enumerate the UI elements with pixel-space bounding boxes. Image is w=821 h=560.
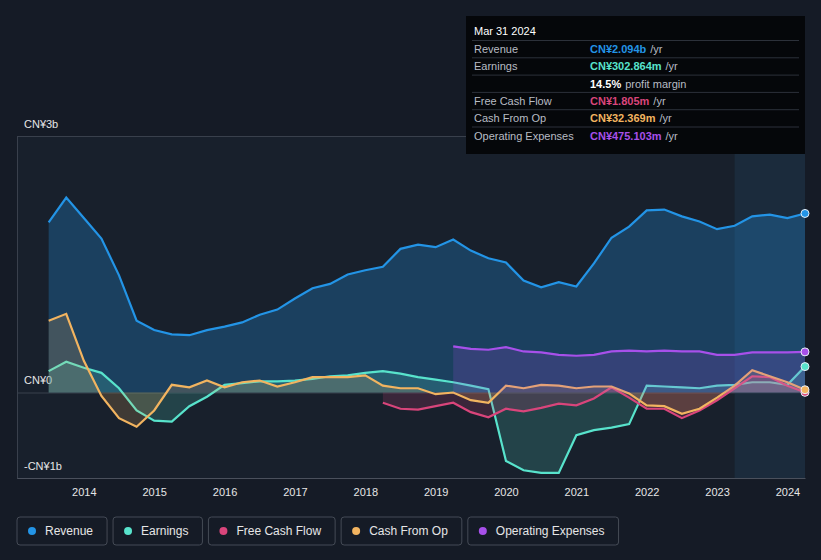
- end-point: [801, 386, 809, 394]
- tooltip-value: CN¥32.369m: [590, 112, 656, 124]
- tooltip-value: CN¥2.094b: [590, 43, 647, 55]
- x-tick: 2014: [72, 478, 96, 498]
- tooltip-label: Operating Expenses: [474, 130, 574, 142]
- x-tick-label: 2015: [142, 486, 166, 498]
- tooltip-value: CN¥302.864m: [590, 60, 662, 72]
- tooltip-separator: [472, 92, 799, 93]
- legend-swatch: [28, 527, 36, 535]
- legend-item[interactable]: Cash From Op: [341, 517, 462, 545]
- x-tick: 2017: [283, 478, 307, 498]
- x-tick: 2019: [424, 478, 448, 498]
- legend-button[interactable]: [208, 517, 335, 545]
- x-tick-label: 2023: [705, 486, 729, 498]
- tooltip-separator: [472, 57, 799, 58]
- y-tick: -CN¥1b: [17, 460, 805, 479]
- x-tick-label: 2020: [494, 486, 518, 498]
- x-tick-label: 2021: [565, 486, 589, 498]
- tooltip-unit: /yr: [659, 112, 672, 124]
- x-tick-label: 2022: [635, 486, 659, 498]
- series-area: [453, 346, 805, 392]
- tooltip-label: Cash From Op: [474, 112, 546, 124]
- legend-label: Revenue: [45, 524, 93, 538]
- legend-item[interactable]: Free Cash Flow: [208, 517, 335, 545]
- y-axis: CN¥3b CN¥0 -CN¥1b: [17, 118, 805, 479]
- x-tick-label: 2018: [354, 486, 378, 498]
- legend-button[interactable]: [468, 517, 619, 545]
- end-point: [801, 363, 809, 371]
- y-tick-label: CN¥3b: [24, 118, 58, 130]
- tooltip-label: Earnings: [474, 60, 518, 72]
- x-tick: 2015: [142, 478, 166, 498]
- plot-background: [17, 136, 805, 478]
- tooltip-separator: [472, 75, 799, 76]
- legend-label: Operating Expenses: [496, 524, 605, 538]
- legend-button[interactable]: [341, 517, 462, 545]
- plot: [49, 136, 809, 478]
- x-tick-label: 2016: [213, 486, 237, 498]
- series-line: [49, 198, 805, 336]
- x-tick: 2020: [494, 478, 518, 498]
- tooltip-unit: /yr: [650, 43, 663, 55]
- legend-swatch: [219, 527, 227, 535]
- x-tick: 2024: [776, 478, 800, 498]
- x-tick: 2021: [565, 478, 589, 498]
- tooltip-label: Free Cash Flow: [474, 95, 552, 107]
- y-tick-label: -CN¥1b: [24, 460, 62, 472]
- legend-button[interactable]: [113, 517, 202, 545]
- tooltip-value: CN¥475.103m: [590, 130, 662, 142]
- tooltip-label: Revenue: [474, 43, 518, 55]
- legend-item[interactable]: Revenue: [17, 517, 107, 545]
- tooltip-box: [466, 16, 805, 154]
- x-axis: 2014 2015 2016 2017 2018 2019 2020 2021 2022 2023…: [18, 478, 806, 498]
- background: [0, 0, 821, 560]
- end-point: [801, 209, 809, 217]
- series-line: [453, 346, 805, 355]
- legend: Revenue Earnings Free Cash Flow Cash From O…: [17, 517, 619, 545]
- tooltip: Mar 31 2024 Revenue CN¥2.094b/yr Earnings CN…: [466, 16, 805, 154]
- tooltip-unit: /yr: [666, 130, 679, 142]
- tooltip-separator: [472, 40, 799, 41]
- tooltip-value: 14.5%: [590, 78, 621, 90]
- x-axis-line: [18, 478, 806, 479]
- tooltip-unit: profit margin: [625, 78, 686, 90]
- tooltip-title: Mar 31 2024: [474, 25, 536, 37]
- y-axis-line: [18, 137, 806, 479]
- x-tick: 2022: [635, 478, 659, 498]
- legend-label: Free Cash Flow: [236, 524, 321, 538]
- x-tick-label: 2017: [283, 486, 307, 498]
- x-tick-label: 2014: [72, 486, 96, 498]
- tooltip-separator: [472, 127, 799, 128]
- legend-swatch: [479, 527, 487, 535]
- end-point: [801, 348, 809, 356]
- series-area: [49, 314, 805, 427]
- legend-item[interactable]: Operating Expenses: [468, 517, 619, 545]
- y-tick-label: CN¥0: [24, 374, 52, 386]
- tooltip-value: CN¥1.805m: [590, 95, 650, 107]
- tooltip-unit: /yr: [653, 95, 666, 107]
- grid-line: [17, 478, 805, 479]
- x-tick: 2018: [354, 478, 378, 498]
- legend-button[interactable]: [17, 517, 107, 545]
- legend-swatch: [352, 527, 360, 535]
- x-tick: 2023: [705, 478, 729, 498]
- legend-label: Earnings: [141, 524, 188, 538]
- legend-label: Cash From Op: [369, 524, 448, 538]
- x-tick-label: 2019: [424, 486, 448, 498]
- x-tick: 2016: [213, 478, 237, 498]
- legend-swatch: [124, 527, 132, 535]
- x-tick-label: 2024: [776, 486, 800, 498]
- chart: CN¥3bCN¥0-CN¥1b2014201520162017201820192…: [0, 0, 821, 560]
- series-area: [49, 198, 805, 393]
- series-line: [49, 314, 805, 427]
- legend-item[interactable]: Earnings: [113, 517, 202, 545]
- tooltip-separator: [472, 109, 799, 110]
- tooltip-unit: /yr: [666, 60, 679, 72]
